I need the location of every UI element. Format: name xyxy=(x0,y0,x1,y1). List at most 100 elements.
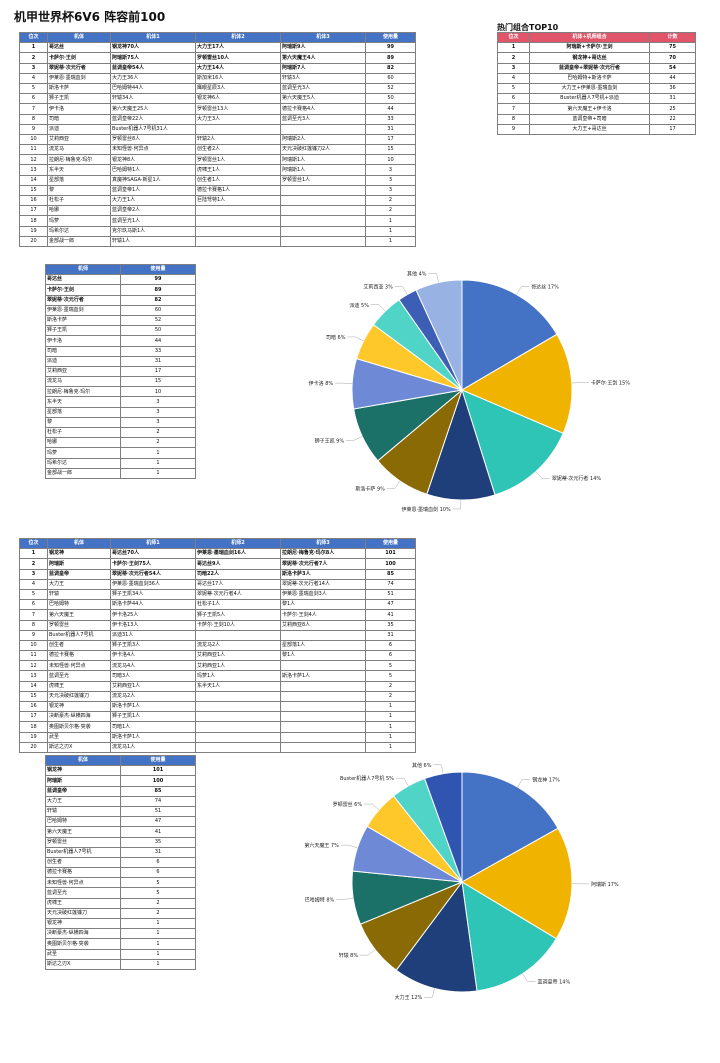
table-row: 15 天元决破红莲镰刀 流龙马2人 2 xyxy=(19,690,416,703)
table-cell: 斯洛卡萨44人 xyxy=(110,599,196,611)
table-cell: 拉朗尼·梅鲁克·玛尔 xyxy=(45,386,121,398)
table-cell xyxy=(195,205,281,217)
table-cell: 翠妮蒂·次元行者7人 xyxy=(280,558,366,570)
table-cell: 卡萨尔·王剑4人 xyxy=(280,609,366,621)
table-cell xyxy=(280,721,366,733)
table-cell: 3 xyxy=(120,406,196,418)
table-cell: 司暗3人 xyxy=(110,670,196,682)
table-cell: 82 xyxy=(365,62,416,74)
table-cell: 17 xyxy=(649,123,696,135)
table-cell: 1 xyxy=(365,215,416,227)
table-cell: 50 xyxy=(120,325,196,337)
table-cell: 派迪31人 xyxy=(110,629,196,641)
table-cell: 70 xyxy=(649,52,696,64)
table-row: 8 司暗 蓝调皇帝22人 大力王3人 蓝调至光3人 33 xyxy=(19,113,416,125)
table-cell: 阿瑞斯 xyxy=(45,775,121,787)
table-cell: 33 xyxy=(120,345,196,357)
table-row: 3 蓝调皇帝+翠妮蒂·次元行者 54 xyxy=(497,62,696,74)
table-row: 17 决断豪杰·纵横四海 狮子王凯1人 1 xyxy=(19,711,416,723)
table-cell: 德拉卡赛格4人 xyxy=(280,103,366,115)
table-cell: 47 xyxy=(120,816,196,828)
table-cell: 巴哈姆特 xyxy=(45,816,121,828)
table-cell: 艾莉西亚1人 xyxy=(195,660,281,672)
mech-usage-table: 机体 使用量 钢龙神 101 阿瑞斯 100 蓝调皇帝 85 大力王 74 轩辕 51 巴哈姆特 47 第六… xyxy=(45,754,196,970)
leader-line xyxy=(346,436,363,441)
table-cell: 52 xyxy=(365,82,416,95)
table-cell: 74 xyxy=(120,795,196,807)
pie-slice xyxy=(461,389,564,496)
leader-line xyxy=(370,304,386,312)
table-cell: 6 xyxy=(120,856,196,869)
table-cell: 2 xyxy=(365,680,416,692)
table-cell: 1 xyxy=(120,938,196,950)
table-cell xyxy=(195,225,281,237)
table-row: 4 伊莱恩·墨瑞血剑 大力王36人 斯加米16人 轩辕3人 60 xyxy=(19,72,416,84)
table-cell: 1 xyxy=(365,731,416,743)
table-cell: 哥达丝70人 xyxy=(110,548,196,560)
table-cell: 31 xyxy=(649,93,696,105)
leader-line xyxy=(360,949,376,956)
table-cell: 司暗 xyxy=(47,113,111,125)
table-cell: 25 xyxy=(649,103,696,115)
table-cell: 蓝调至光3人 xyxy=(280,113,366,125)
table-cell: 第六天魔王 xyxy=(45,826,121,838)
table-cell: 99 xyxy=(365,42,416,54)
table-cell: 1 xyxy=(19,42,48,54)
table-cell: 蓝调皇帝+司暗 xyxy=(529,113,650,125)
slice-label: 伊莱恩·墨瑞血剑 10% xyxy=(401,506,451,513)
table-cell: 51 xyxy=(120,805,196,818)
table-row: 银龙神 1 xyxy=(45,917,196,930)
table-cell: 伊卡洛13人 xyxy=(110,619,196,631)
table-cell xyxy=(280,194,366,207)
table-cell: 17 xyxy=(365,133,416,146)
table-cell: 85 xyxy=(365,568,416,580)
table-cell xyxy=(280,205,366,217)
table-cell: 2 xyxy=(120,437,196,449)
table-cell: 大力王17人 xyxy=(195,42,281,54)
table-cell: 星部落1人 xyxy=(280,639,366,652)
table-cell: 19 xyxy=(19,225,48,237)
column-header: 机师3 xyxy=(280,537,366,550)
table-cell: 33 xyxy=(365,113,416,125)
table-row: 巴哈姆特 47 xyxy=(45,816,196,828)
table-cell: 2 xyxy=(497,52,530,64)
table-cell: 决断豪杰·纵横四海 xyxy=(45,928,121,940)
table-cell: 阿瑞斯 xyxy=(47,558,111,570)
table-cell: 3 xyxy=(365,184,416,197)
table-cell: 17 xyxy=(19,205,48,217)
table-cell: 41 xyxy=(120,826,196,838)
leader-line xyxy=(535,471,550,479)
table-cell: 司暗 xyxy=(45,345,121,357)
table-row: 金部战一郎 1 xyxy=(45,467,196,479)
table-row: 武圣 1 xyxy=(45,948,196,960)
table-cell: 巴哈姆特44人 xyxy=(110,82,196,95)
table-row: 5 斯洛卡萨 巴哈姆特44人 鹰眼星辰3人 蓝调至光3人 52 xyxy=(19,82,416,95)
table-row: 虎啸王 2 xyxy=(45,897,196,909)
table-cell: 9 xyxy=(497,123,530,135)
table-cell: 金部战一郎 xyxy=(47,235,111,247)
table-cell: 钢龙神 xyxy=(45,765,121,777)
table-cell: 18 xyxy=(19,721,48,733)
table-cell xyxy=(195,235,281,247)
slice-label: 大力王 12% xyxy=(395,994,423,1001)
table-cell: 杜松子1人 xyxy=(195,599,281,611)
table-row: 奥图斯贝尔格·突袭 1 xyxy=(45,938,196,950)
table-row: 11 流龙马 未知怪兽·何异点 创生者2人 天元决破红莲镰刀2人 15 xyxy=(19,144,416,156)
table-cell xyxy=(280,629,366,641)
table-cell: 13 xyxy=(19,670,48,682)
column-header: 机师2 xyxy=(195,537,281,550)
table-row: 13 蓝调至光 司暗3人 玛萝1人 斯洛卡萨1人 5 xyxy=(19,670,416,682)
table-cell: 9 xyxy=(19,629,48,641)
pie-slice xyxy=(415,279,463,391)
table-cell: 16 xyxy=(19,194,48,207)
slice-label: 轩辕 8% xyxy=(339,952,359,959)
table-cell: 1 xyxy=(120,457,196,469)
hot-combo-table: 位次 机体+机师组合 计数 1 阿瑞斯+卡萨尔·王剑 75 2 钢龙神+哥达丝 70 3 蓝调皇帝+… xyxy=(497,31,696,135)
table-row: 5 大力王+伊莱恩·墨瑞血剑 36 xyxy=(497,82,696,95)
table-row: 罗顿雷丝 35 xyxy=(45,836,196,848)
table-cell: 拉朗尼·梅鲁克·玛尔 xyxy=(47,154,111,166)
table-cell: 大力王14人 xyxy=(195,62,281,74)
table-cell: 东半天1人 xyxy=(195,680,281,692)
table-row: 6 巴哈姆特 斯洛卡萨44人 杜松子1人 黎1人 47 xyxy=(19,599,416,611)
table-cell: 大力王36人 xyxy=(110,72,196,84)
